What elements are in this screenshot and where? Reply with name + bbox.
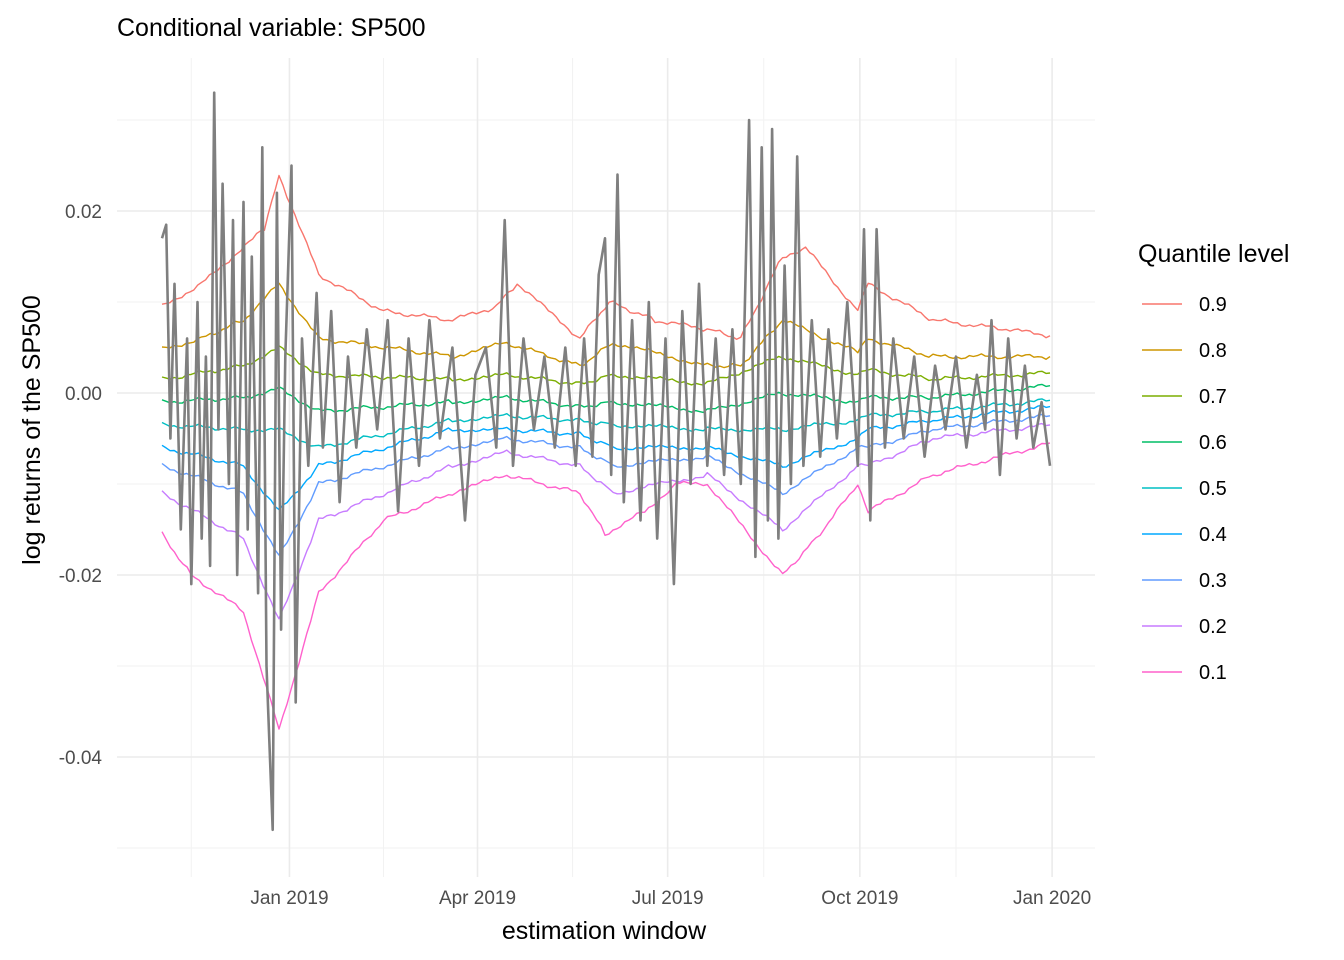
y-axis-ticks: -0.04 -0.02 0.00 0.02 [59, 202, 103, 769]
legend-label-q0.8: 0.8 [1199, 340, 1227, 362]
legend-label-q0.2: 0.2 [1199, 616, 1227, 638]
legend-label-q0.1: 0.1 [1199, 662, 1227, 684]
legend-label-q0.4: 0.4 [1199, 524, 1227, 546]
x-tick-label: Oct 2019 [821, 888, 898, 909]
y-tick-label: -0.02 [59, 566, 102, 587]
y-tick-label: 0.02 [65, 202, 102, 223]
legend-label-q0.6: 0.6 [1199, 432, 1227, 454]
series-line-q0.1 [161, 442, 1051, 730]
series-line-q0.3 [161, 413, 1051, 556]
series-line-q0.4 [161, 404, 1051, 511]
y-tick-label: -0.04 [59, 748, 103, 769]
legend: Quantile level 0.90.80.70.60.50.40.30.20… [1138, 240, 1289, 684]
x-tick-label: Apr 2019 [439, 888, 516, 909]
legend-label-q0.3: 0.3 [1199, 570, 1227, 592]
legend-label-q0.5: 0.5 [1199, 478, 1227, 500]
legend-entries: 0.9 0.8 0.7 0.6 0.5 0.4 0.3 0.2 0.1 [1142, 294, 1227, 684]
y-tick-label: 0.00 [65, 384, 102, 405]
legend-label-q0.7: 0.7 [1199, 386, 1227, 408]
x-tick-label: Jul 2019 [632, 888, 704, 909]
returns-layer [160, 91, 1052, 832]
x-axis-title: estimation window [502, 917, 707, 945]
legend-label-q0.9: 0.9 [1199, 294, 1227, 316]
x-tick-label: Jan 2020 [1013, 888, 1091, 909]
x-tick-label: Jan 2019 [250, 888, 328, 909]
series-line-q0.9 [161, 174, 1051, 340]
chart-title: Conditional variable: SP500 [117, 14, 426, 42]
x-axis-ticks: Jan 2019 Apr 2019 Jul 2019 Oct 2019 Jan 2020 [250, 888, 1091, 909]
returns-line [160, 91, 1052, 832]
series-line-q0.2 [161, 422, 1051, 620]
y-axis-title: log returns of the SP500 [18, 295, 46, 565]
legend-title: Quantile level [1138, 240, 1289, 268]
